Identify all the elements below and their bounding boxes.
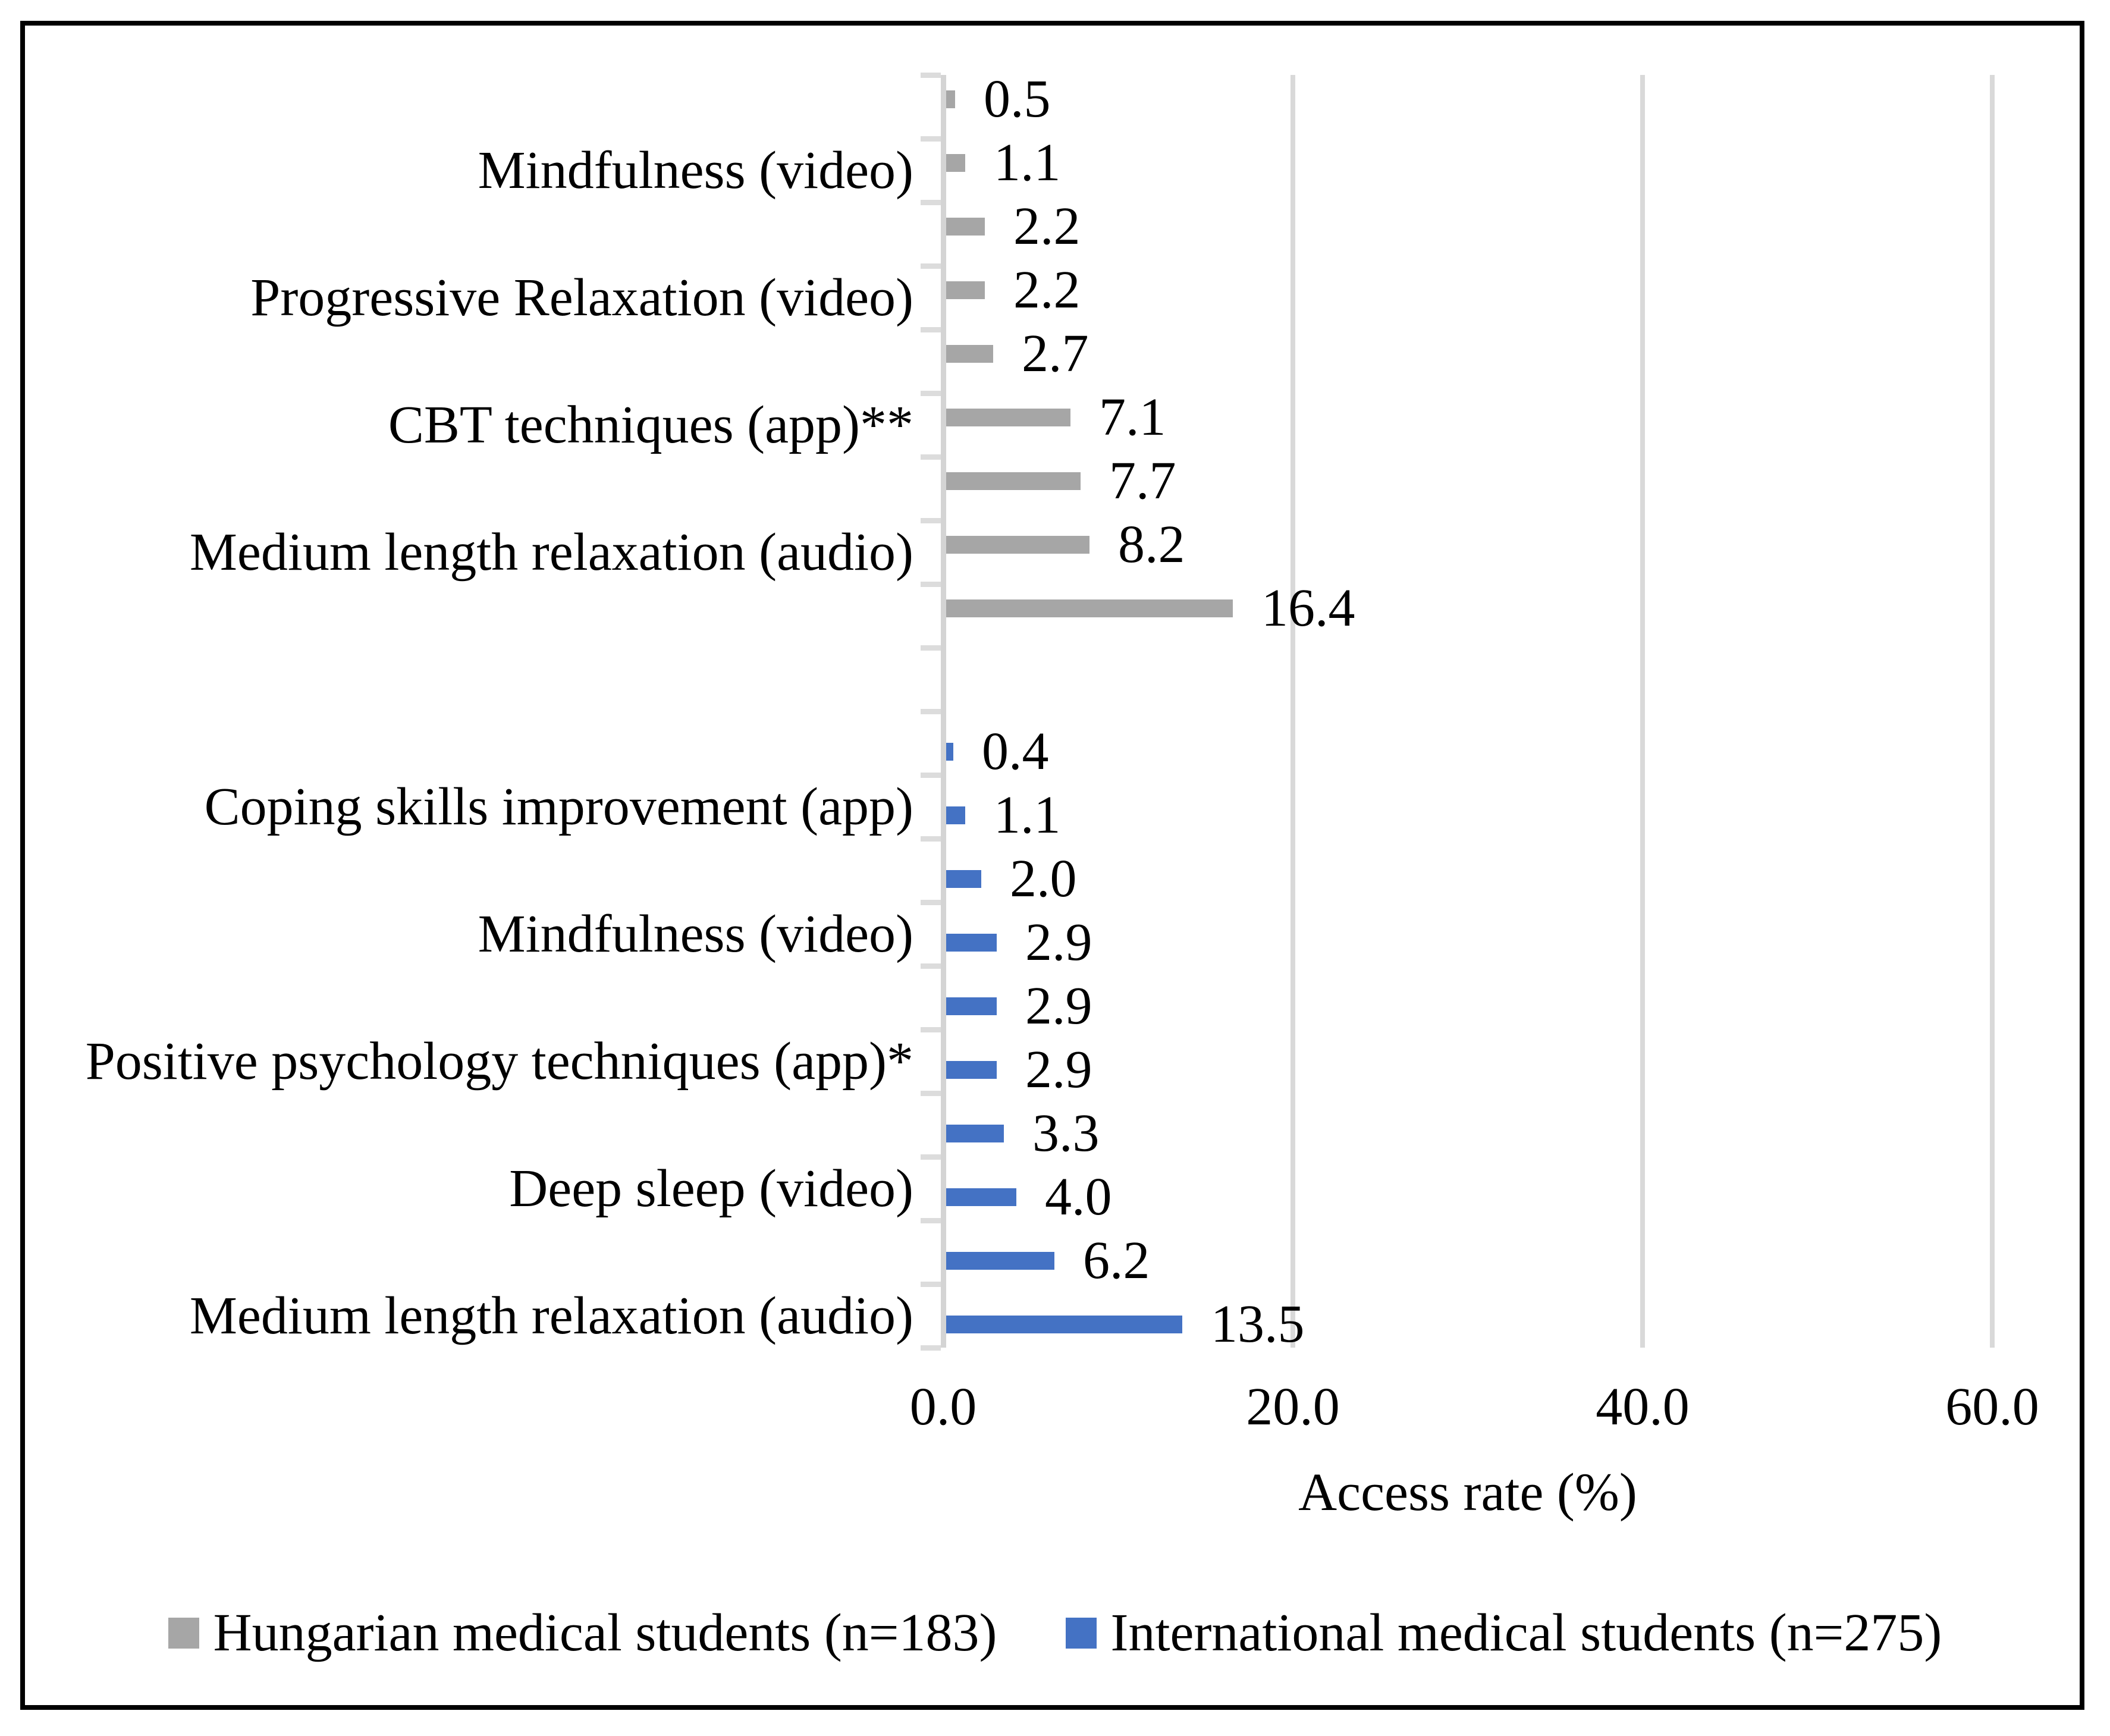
- axis-tick: [921, 1154, 941, 1160]
- axis-tick: [921, 518, 941, 523]
- bar-value-label: 1.1: [994, 785, 1061, 845]
- bar-value-label: 3.3: [1032, 1103, 1100, 1163]
- axis-tick: [921, 1282, 941, 1287]
- bar-value-label: 1.1: [994, 133, 1061, 192]
- bar-series1-8: [946, 535, 1089, 554]
- bar-series2-3: [946, 869, 981, 888]
- legend: Hungarian medical students (n=183) Intern…: [0, 1605, 2110, 1662]
- bar-value-label: 2.9: [1025, 1040, 1092, 1099]
- bar-series1-3: [946, 217, 985, 236]
- bar-value-label: 16.4: [1261, 578, 1355, 638]
- bar-series2-8: [946, 1188, 1016, 1206]
- gridline-60: [1990, 75, 1995, 1348]
- axis-tick: [921, 1218, 941, 1223]
- gridline-20: [1291, 75, 1295, 1348]
- legend-item-series1: Hungarian medical students (n=183): [168, 1605, 997, 1662]
- figure-border: [20, 21, 2084, 1710]
- category-label: Mindfulness (video): [478, 140, 913, 200]
- category-label: Positive psychology techniques (app)*: [85, 1031, 913, 1091]
- axis-tick: [921, 136, 941, 142]
- axis-tick: [921, 73, 941, 78]
- category-label: Medium length relaxation (audio): [189, 1286, 913, 1345]
- axis-tick: [921, 327, 941, 332]
- legend-swatch-icon: [1065, 1618, 1097, 1649]
- axis-tick: [921, 709, 941, 714]
- bar-series1-9: [946, 599, 1233, 617]
- bar-series1-1: [946, 90, 955, 108]
- axis-tick: [921, 1091, 941, 1096]
- bar-value-label: 7.7: [1109, 451, 1176, 510]
- category-axis-line: [941, 75, 946, 1348]
- bar-value-label: 2.2: [1013, 260, 1081, 319]
- bar-series2-7: [946, 1124, 1004, 1142]
- axis-tick: [921, 200, 941, 205]
- category-label: Mindfulness (video): [478, 904, 913, 963]
- bar-value-label: 0.4: [982, 721, 1049, 781]
- axis-tick: [921, 582, 941, 587]
- bar-series2-10: [946, 1315, 1182, 1333]
- bar-value-label: 4.0: [1045, 1167, 1112, 1226]
- legend-swatch-icon: [168, 1618, 199, 1649]
- axis-tick: [921, 963, 941, 969]
- x-axis-title: Access rate (%): [1298, 1463, 1637, 1522]
- category-label: CBT techniques (app)**: [388, 395, 913, 454]
- axis-tick: [921, 773, 941, 778]
- bar-value-label: 8.2: [1118, 514, 1185, 574]
- bar-value-label: 2.9: [1025, 976, 1092, 1035]
- bar-value-label: 13.5: [1211, 1294, 1305, 1354]
- axis-tick: [921, 1345, 941, 1351]
- bar-value-label: 2.2: [1013, 196, 1081, 256]
- bar-series1-2: [946, 153, 965, 172]
- bar-value-label: 2.0: [1010, 849, 1077, 908]
- legend-item-series2: International medical students (n=275): [1065, 1603, 1942, 1662]
- bar-series1-4: [946, 281, 985, 299]
- axis-tick: [921, 900, 941, 905]
- category-label: Medium length relaxation (audio): [189, 522, 913, 582]
- legend-label: International medical students (n=275): [1110, 1603, 1942, 1662]
- gridline-40: [1640, 75, 1645, 1348]
- category-label: Deep sleep (video): [509, 1159, 913, 1218]
- axis-tick: [921, 645, 941, 651]
- bar-series1-7: [946, 472, 1081, 490]
- bar-value-label: 7.1: [1099, 387, 1166, 447]
- bar-value-label: 0.5: [984, 69, 1051, 128]
- bar-series2-6: [946, 1060, 997, 1079]
- axis-tick: [921, 836, 941, 842]
- bar-series1-6: [946, 408, 1070, 426]
- x-tick-label-0.0: 0.0: [909, 1377, 977, 1436]
- axis-tick: [921, 1027, 941, 1032]
- bar-series2-4: [946, 933, 997, 952]
- axis-tick: [921, 454, 941, 460]
- bar-value-label: 2.9: [1025, 912, 1092, 972]
- bar-series2-1: [946, 742, 953, 761]
- bar-series1-5: [946, 344, 993, 363]
- bar-series2-9: [946, 1251, 1054, 1270]
- x-tick-label-60.0: 60.0: [1945, 1377, 2039, 1436]
- legend-label: Hungarian medical students (n=183): [213, 1603, 997, 1662]
- bar-series2-2: [946, 806, 965, 824]
- bar-value-label: 6.2: [1083, 1230, 1150, 1290]
- bar-series2-5: [946, 997, 997, 1015]
- axis-tick: [921, 263, 941, 269]
- x-tick-label-20.0: 20.0: [1246, 1377, 1340, 1436]
- category-label: Coping skills improvement (app): [204, 777, 913, 836]
- category-label: Progressive Relaxation (video): [250, 268, 913, 327]
- x-tick-label-40.0: 40.0: [1596, 1377, 1690, 1436]
- bar-value-label: 2.7: [1022, 324, 1089, 383]
- axis-tick: [921, 391, 941, 396]
